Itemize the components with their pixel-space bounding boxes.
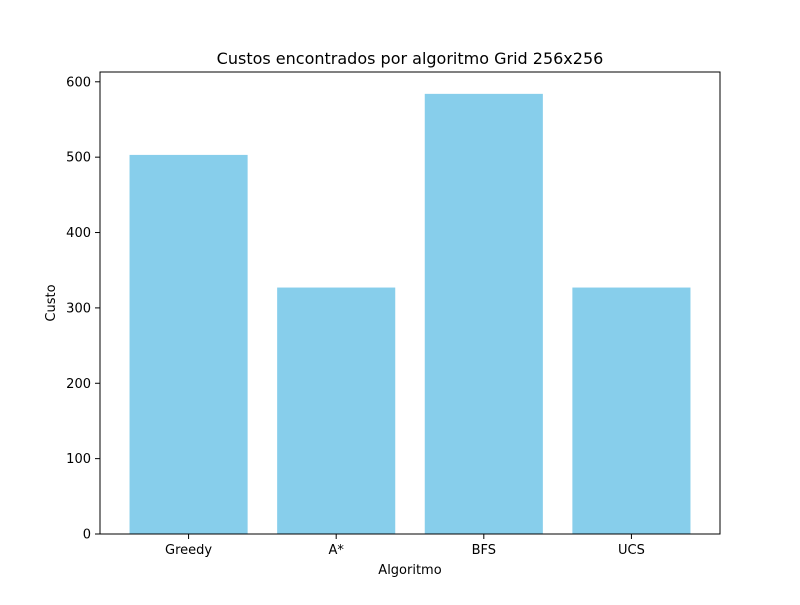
chart-title: Custos encontrados por algoritmo Grid 25… (217, 49, 604, 68)
x-axis-ticks: Greedy A* BFS UCS (165, 534, 645, 558)
plot-frame (99, 71, 721, 535)
bar-greedy (129, 154, 248, 534)
y-tick-label: 500 (66, 151, 91, 166)
bar-bfs (424, 93, 543, 534)
y-tick-label: 400 (66, 226, 91, 241)
bar-ucs (572, 287, 691, 534)
y-axis-label: Custo (44, 284, 59, 321)
x-tick-label: BFS (472, 543, 496, 558)
y-tick-label: 200 (66, 377, 91, 392)
x-axis-label: Algoritmo (378, 563, 441, 578)
y-tick-label: 600 (66, 75, 91, 90)
bar-astar (277, 287, 396, 534)
x-tick-label: A* (328, 543, 344, 558)
x-tick-label: UCS (618, 543, 645, 558)
y-tick-label: 300 (66, 301, 91, 316)
x-tick-label: Greedy (165, 543, 212, 558)
bars-group (129, 93, 691, 534)
y-axis-ticks: 0 100 200 300 400 500 600 (66, 75, 100, 543)
y-tick-label: 100 (66, 452, 91, 467)
y-tick-label: 0 (83, 528, 91, 543)
